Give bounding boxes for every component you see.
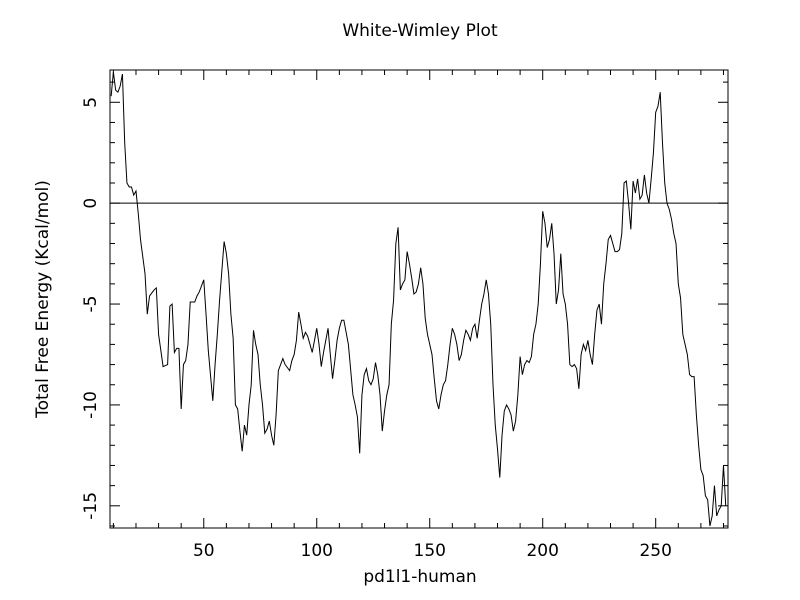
y-axis-label: Total Free Energy (Kcal/mol) — [33, 180, 53, 419]
x-axis-label: pd1l1-human — [363, 567, 476, 587]
x-tick-label: 100 — [301, 541, 333, 561]
y-tick-label: -15 — [81, 492, 101, 520]
x-tick-label: 50 — [193, 541, 215, 561]
y-tick-label: 0 — [81, 198, 101, 209]
x-tick-label: 250 — [639, 541, 671, 561]
x-tick-label: 200 — [526, 541, 558, 561]
chart-title: White-Wimley Plot — [342, 21, 498, 41]
y-tick-label: 5 — [81, 97, 101, 108]
plot-frame — [109, 69, 729, 529]
data-line — [110, 71, 727, 527]
y-tick-label: -5 — [81, 296, 101, 313]
x-tick-label: 150 — [414, 541, 446, 561]
y-tick-label: -10 — [81, 391, 101, 419]
